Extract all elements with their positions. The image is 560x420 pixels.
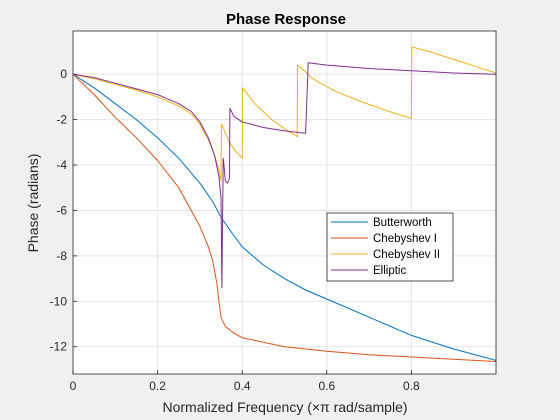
y-axis-label: Phase (radians) <box>25 154 41 253</box>
legend-label-chebyshev-ii[interactable]: Chebyshev II <box>373 249 440 261</box>
x-axis-label: Normalized Frequency (×π rad/sample) <box>162 399 407 415</box>
y-tick-labels: 0 -2 -4 -6 -8 -10 -12 <box>50 67 68 354</box>
x-tick-label: 0.6 <box>318 379 335 393</box>
y-tick-label: -2 <box>56 113 67 127</box>
series-line-chebyshev-ii <box>73 46 496 182</box>
chart-title: Phase Response <box>226 11 346 28</box>
legend[interactable]: Butterworth Chebyshev I Chebyshev II Ellipt… <box>326 212 454 282</box>
plot-area <box>73 31 496 374</box>
x-tick-label: 0.4 <box>234 379 251 393</box>
y-tick-label: -8 <box>56 249 67 263</box>
legend-label-elliptic[interactable]: Elliptic <box>373 265 406 277</box>
x-tick-labels: 0 0.2 0.4 0.6 0.8 <box>70 379 420 393</box>
legend-label-butterworth[interactable]: Butterworth <box>373 217 432 229</box>
series-line-butterworth <box>73 73 496 361</box>
y-tick-label: -12 <box>50 340 68 354</box>
series-line-chebyshev-i <box>73 73 496 362</box>
series-line-elliptic <box>73 62 496 289</box>
legend-label-chebyshev-i[interactable]: Chebyshev I <box>373 233 437 245</box>
x-tick-label: 0.2 <box>149 379 166 393</box>
series-lines <box>73 46 496 362</box>
y-tick-label: 0 <box>60 67 67 81</box>
x-tick-label: 0 <box>70 379 77 393</box>
x-tick-label: 0.8 <box>403 379 420 393</box>
y-tick-label: -6 <box>56 203 67 217</box>
plot-frame <box>72 30 497 375</box>
y-tick-label: -10 <box>50 294 68 308</box>
y-tick-label: -4 <box>56 158 67 172</box>
